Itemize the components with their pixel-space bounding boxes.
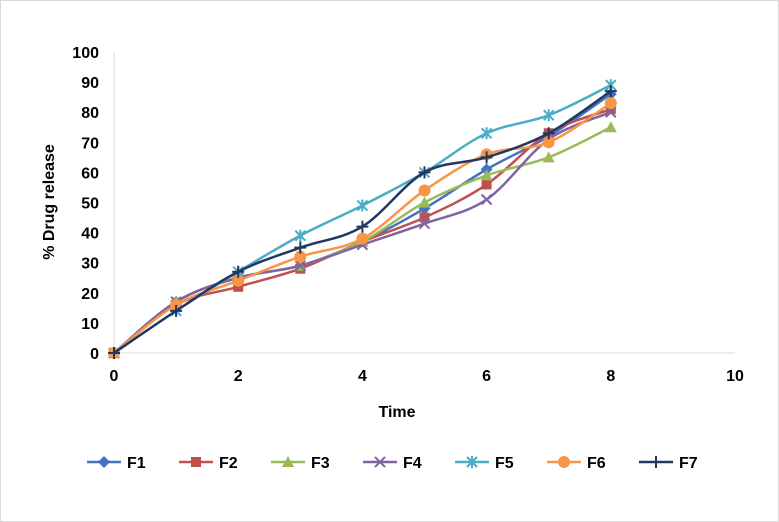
data-point-f5 [294, 229, 307, 242]
y-tick-label: 60 [81, 165, 99, 182]
y-tick-label: 90 [81, 75, 99, 92]
data-point-f6 [294, 250, 307, 263]
legend-item-f3: F3 [271, 455, 330, 472]
x-tick-label: 6 [482, 368, 491, 385]
y-tick-label: 50 [81, 196, 99, 213]
data-point-f1 [480, 163, 493, 176]
legend: F1 F2 F3 F4 F5 F6 F7 [87, 455, 698, 472]
data-point-f4 [418, 217, 431, 230]
y-tick-label: 100 [72, 45, 99, 62]
data-point-f5 [542, 109, 555, 122]
legend-item-f7: F7 [639, 455, 698, 472]
data-point-f7 [480, 151, 493, 164]
series-line-f4 [113, 111, 612, 354]
y-tick-label: 80 [81, 105, 99, 122]
legend-label-f6: F6 [587, 455, 606, 472]
legend-marker-f5 [466, 456, 478, 468]
legend-marker-f2 [191, 457, 201, 467]
data-point-f6 [418, 184, 431, 197]
data-point-f3 [604, 121, 617, 133]
data-point-f4 [294, 260, 307, 272]
series-layer [108, 79, 617, 359]
legend-marker-f7 [650, 456, 662, 468]
data-point-f7 [232, 265, 245, 278]
data-point-f2 [233, 281, 244, 292]
x-axis-title: Time [378, 404, 415, 421]
legend-label-f5: F5 [495, 455, 514, 472]
series-f7 [108, 85, 617, 359]
legend-label-f3: F3 [311, 455, 330, 472]
data-point-f5 [356, 199, 369, 212]
data-point-f7 [418, 166, 431, 179]
y-tick-label: 40 [81, 226, 99, 243]
data-point-f7 [542, 127, 555, 140]
x-tick-label: 2 [234, 368, 243, 385]
axes: 0 10 20 30 40 50 60 70 80 90 100 0 2 4 6 8 10 [72, 45, 744, 385]
data-point-f5 [480, 127, 493, 140]
legend-item-f5: F5 [455, 455, 514, 472]
data-point-f4 [480, 193, 493, 206]
x-tick-label: 4 [358, 368, 367, 385]
data-point-f6 [356, 232, 369, 245]
legend-marker-f4 [374, 456, 386, 468]
data-point-f3 [542, 151, 555, 163]
legend-item-f4: F4 [363, 455, 422, 472]
legend-marker-f3 [282, 456, 294, 467]
legend-label-f7: F7 [679, 455, 698, 472]
legend-item-f1: F1 [87, 455, 146, 472]
series-line-f5 [113, 83, 612, 355]
y-tick-label: 10 [81, 316, 99, 333]
data-point-f2 [419, 212, 430, 223]
x-tick-label: 10 [726, 368, 744, 385]
y-tick-label: 0 [90, 346, 99, 363]
data-point-f6 [542, 136, 555, 149]
data-point-f3 [418, 196, 431, 208]
data-point-f7 [356, 220, 369, 233]
legend-label-f4: F4 [403, 455, 422, 472]
series-f5 [108, 79, 617, 359]
data-point-f7 [294, 241, 307, 254]
data-point-f4 [605, 106, 617, 118]
data-point-f2 [481, 179, 492, 190]
legend-marker-f1 [98, 456, 110, 468]
data-point-f3 [480, 169, 493, 181]
data-point-f7 [108, 347, 120, 359]
data-point-f7 [604, 85, 617, 98]
data-point-f6 [604, 97, 617, 110]
x-tick-label: 8 [606, 368, 615, 385]
y-tick-label: 70 [81, 135, 99, 152]
legend-label-f2: F2 [219, 455, 238, 472]
data-point-f2 [605, 104, 616, 115]
legend-item-f2: F2 [179, 455, 238, 472]
data-point-f7 [170, 304, 183, 317]
y-tick-label: 30 [81, 256, 99, 273]
data-point-f6 [232, 274, 245, 287]
legend-item-f6: F6 [547, 455, 606, 472]
legend-label-f1: F1 [127, 455, 146, 472]
x-tick-label: 0 [110, 368, 119, 385]
legend-marker-f6 [558, 456, 570, 468]
y-axis-title: % Drug release [41, 144, 58, 260]
y-tick-label: 20 [81, 286, 99, 303]
